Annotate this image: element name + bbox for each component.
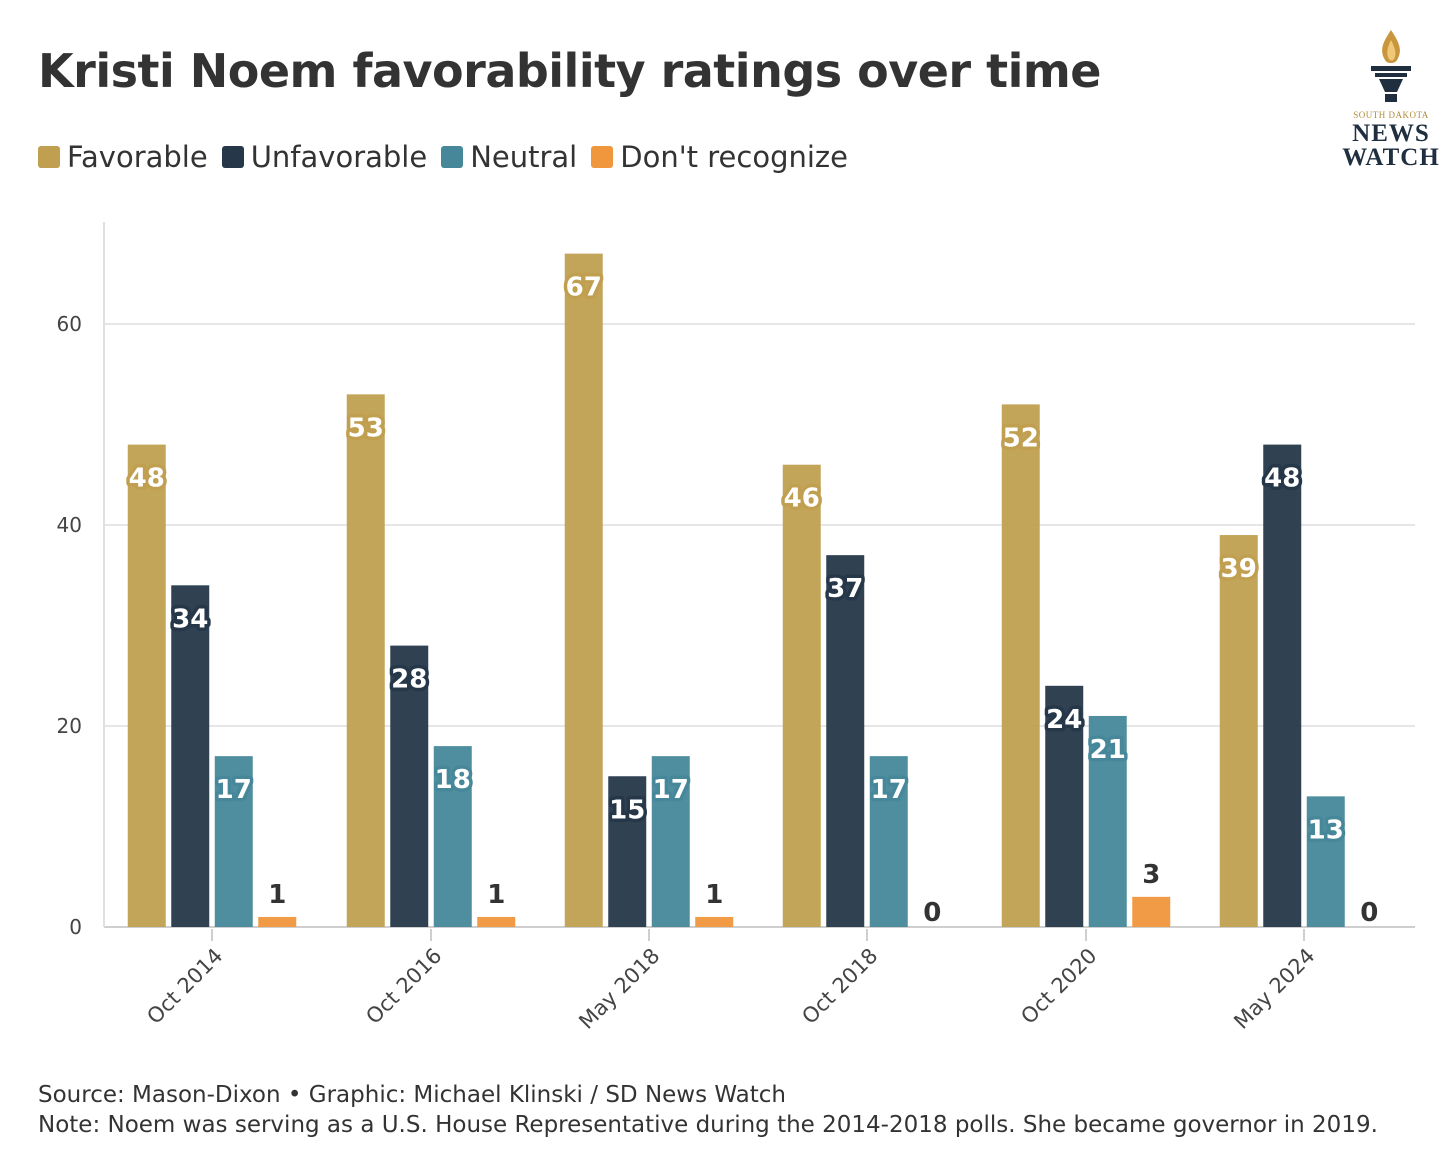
bar-unfavorable bbox=[171, 585, 210, 927]
bar-neutral bbox=[433, 746, 472, 927]
legend-swatch-unfavorable bbox=[221, 146, 244, 168]
y-tick-label: 0 bbox=[69, 915, 82, 939]
data-label: 48 bbox=[1264, 464, 1300, 494]
bar-don-t-recognize bbox=[1132, 896, 1171, 927]
chart-title: Kristi Noem favorability ratings over ti… bbox=[38, 44, 1102, 98]
bar-favorable bbox=[564, 253, 603, 927]
legend-item-dont-recognize: Don't recognize bbox=[591, 140, 848, 174]
data-label: 46 bbox=[784, 484, 820, 514]
data-label: 18 bbox=[435, 765, 471, 795]
legend-label-neutral: Neutral bbox=[470, 140, 578, 174]
x-tick-label: Oct 2014 bbox=[142, 944, 227, 1029]
bar-favorable bbox=[1219, 535, 1258, 927]
data-label: 13 bbox=[1308, 815, 1344, 845]
data-label: 0 bbox=[923, 898, 941, 928]
legend-swatch-favorable bbox=[38, 146, 60, 168]
bar-unfavorable bbox=[826, 555, 865, 927]
data-label: 1 bbox=[268, 880, 286, 910]
legend-label-unfavorable: Unfavorable bbox=[250, 140, 428, 174]
bar-neutral bbox=[651, 756, 690, 927]
bar-neutral bbox=[869, 756, 908, 927]
y-tick-label: 60 bbox=[57, 312, 82, 336]
note-line: Note: Noem was serving as a U.S. House R… bbox=[38, 1112, 1378, 1138]
torch-icon bbox=[1371, 30, 1411, 102]
legend-label-dont-recognize: Don't recognize bbox=[620, 140, 848, 174]
legend-item-neutral: Neutral bbox=[441, 140, 577, 174]
x-tick-label: Oct 2020 bbox=[1016, 944, 1101, 1029]
x-tick-label: Oct 2016 bbox=[361, 944, 446, 1029]
data-label: 0 bbox=[1360, 898, 1378, 928]
bar-neutral bbox=[214, 756, 253, 927]
y-tick-label: 40 bbox=[57, 513, 82, 537]
data-label: 24 bbox=[1046, 705, 1082, 735]
legend-label-favorable: Favorable bbox=[67, 140, 208, 174]
data-label: 28 bbox=[391, 665, 427, 695]
data-label: 37 bbox=[827, 574, 863, 604]
x-tick-label: May 2018 bbox=[574, 944, 664, 1034]
data-label: 17 bbox=[871, 775, 907, 805]
legend-swatch-neutral bbox=[441, 146, 464, 168]
legend-item-unfavorable: Unfavorable bbox=[221, 140, 428, 174]
bar-chart: 0 20 40 60 48 34 17 1 Oct 2014 53 28 18 1 Oct 2016 67 1… bbox=[57, 222, 1415, 1034]
data-label: 34 bbox=[172, 604, 208, 634]
bar-don-t-recognize bbox=[477, 916, 516, 927]
data-label: 1 bbox=[487, 880, 505, 910]
logo-tagline: SOUTH DAKOTA bbox=[1353, 110, 1429, 120]
logo-watch: WATCH bbox=[1342, 144, 1440, 171]
data-label: 52 bbox=[1003, 423, 1039, 453]
bar-favorable bbox=[1001, 404, 1040, 927]
data-label: 17 bbox=[216, 775, 252, 805]
news-watch-logo: SOUTH DAKOTA NEWS WATCH bbox=[1338, 28, 1444, 170]
bar-unfavorable bbox=[1263, 444, 1302, 927]
y-tick-label: 20 bbox=[57, 714, 82, 738]
legend-swatch-dont-recognize bbox=[591, 146, 614, 168]
data-label: 3 bbox=[1142, 860, 1160, 890]
legend-item-favorable: Favorable bbox=[38, 140, 208, 174]
bar-neutral bbox=[1306, 796, 1345, 927]
data-label: 53 bbox=[348, 413, 384, 443]
data-label: 15 bbox=[609, 795, 645, 825]
logo-news: NEWS bbox=[1352, 120, 1430, 147]
data-label: 67 bbox=[566, 273, 602, 303]
bar-favorable bbox=[346, 394, 385, 928]
bar-don-t-recognize bbox=[695, 916, 734, 927]
bar-unfavorable bbox=[608, 776, 647, 927]
data-label: 1 bbox=[705, 880, 723, 910]
bar-favorable bbox=[782, 464, 821, 927]
data-label: 17 bbox=[653, 775, 689, 805]
chart-legend: Favorable Unfavorable Neutral Don't reco… bbox=[38, 140, 862, 174]
data-label: 48 bbox=[129, 464, 165, 494]
bar-favorable bbox=[127, 444, 166, 927]
bar-don-t-recognize bbox=[258, 916, 297, 927]
bar-unfavorable bbox=[1045, 685, 1084, 927]
x-tick-label: Oct 2018 bbox=[797, 944, 882, 1029]
bar-neutral bbox=[1088, 715, 1127, 927]
x-tick-label: May 2024 bbox=[1229, 944, 1319, 1034]
source-line: Source: Mason-Dixon • Graphic: Michael K… bbox=[38, 1082, 787, 1108]
chart-footer: Source: Mason-Dixon • Graphic: Michael K… bbox=[38, 1080, 1378, 1140]
data-label: 39 bbox=[1221, 554, 1257, 584]
data-label: 21 bbox=[1090, 735, 1126, 765]
bar-unfavorable bbox=[390, 645, 429, 927]
